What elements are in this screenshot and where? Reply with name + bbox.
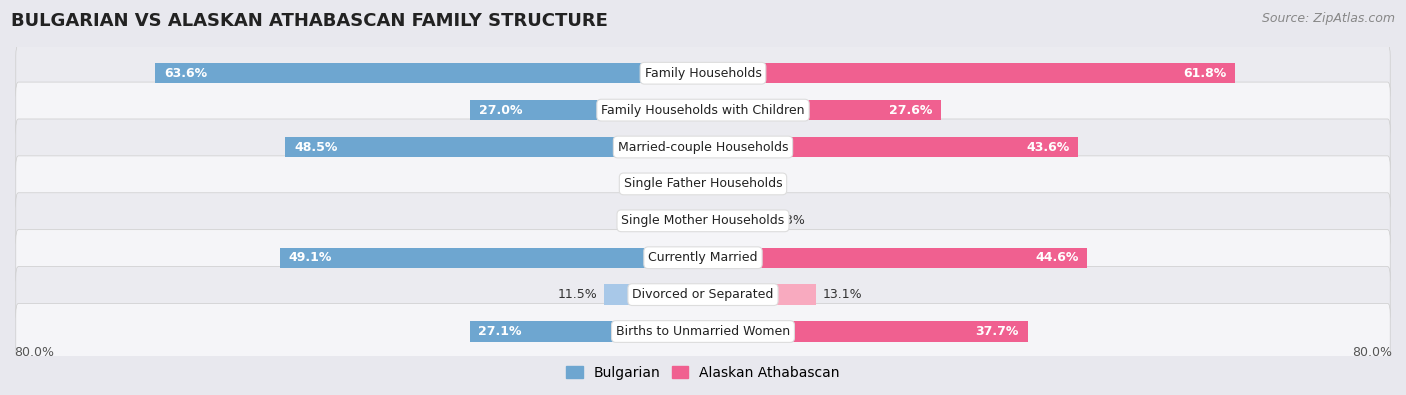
Text: Currently Married: Currently Married [648,251,758,264]
Text: 27.1%: 27.1% [478,325,522,338]
Text: 63.6%: 63.6% [165,67,207,80]
Text: Family Households with Children: Family Households with Children [602,103,804,117]
FancyBboxPatch shape [15,119,1391,175]
Text: 27.6%: 27.6% [889,103,932,117]
FancyBboxPatch shape [15,45,1391,101]
Bar [703,322,1028,342]
FancyBboxPatch shape [15,193,1391,249]
Bar [703,174,733,194]
Text: Married-couple Households: Married-couple Households [617,141,789,154]
Text: 48.5%: 48.5% [294,141,337,154]
Bar [605,284,703,305]
Text: Single Mother Households: Single Mother Households [621,214,785,227]
Text: 61.8%: 61.8% [1184,67,1226,80]
Text: 2.0%: 2.0% [647,177,679,190]
Text: 11.5%: 11.5% [557,288,598,301]
Legend: Bulgarian, Alaskan Athabascan: Bulgarian, Alaskan Athabascan [561,360,845,386]
Bar [280,248,703,268]
Text: 80.0%: 80.0% [14,346,53,359]
Text: 27.0%: 27.0% [479,103,523,117]
FancyBboxPatch shape [15,82,1391,138]
Text: Births to Unmarried Women: Births to Unmarried Women [616,325,790,338]
Bar [285,137,703,157]
Bar [658,211,703,231]
Text: Source: ZipAtlas.com: Source: ZipAtlas.com [1261,12,1395,25]
Bar [686,174,703,194]
Text: 5.3%: 5.3% [619,214,651,227]
Text: 49.1%: 49.1% [288,251,332,264]
Text: 7.3%: 7.3% [773,214,804,227]
FancyBboxPatch shape [15,156,1391,212]
Text: 37.7%: 37.7% [976,325,1019,338]
Text: 13.1%: 13.1% [823,288,862,301]
FancyBboxPatch shape [15,229,1391,286]
Bar [470,322,703,342]
Bar [703,248,1087,268]
Text: Single Father Households: Single Father Households [624,177,782,190]
Bar [471,100,703,120]
Text: 44.6%: 44.6% [1035,251,1078,264]
Text: 80.0%: 80.0% [1353,346,1392,359]
Text: 43.6%: 43.6% [1026,141,1070,154]
Text: Family Households: Family Households [644,67,762,80]
Bar [703,63,1236,83]
Text: Divorced or Separated: Divorced or Separated [633,288,773,301]
Bar [703,284,815,305]
Bar [703,100,941,120]
Bar [703,137,1078,157]
Bar [703,211,766,231]
FancyBboxPatch shape [15,267,1391,323]
Text: BULGARIAN VS ALASKAN ATHABASCAN FAMILY STRUCTURE: BULGARIAN VS ALASKAN ATHABASCAN FAMILY S… [11,12,609,30]
FancyBboxPatch shape [15,303,1391,359]
Bar [155,63,703,83]
Text: 3.4%: 3.4% [740,177,770,190]
